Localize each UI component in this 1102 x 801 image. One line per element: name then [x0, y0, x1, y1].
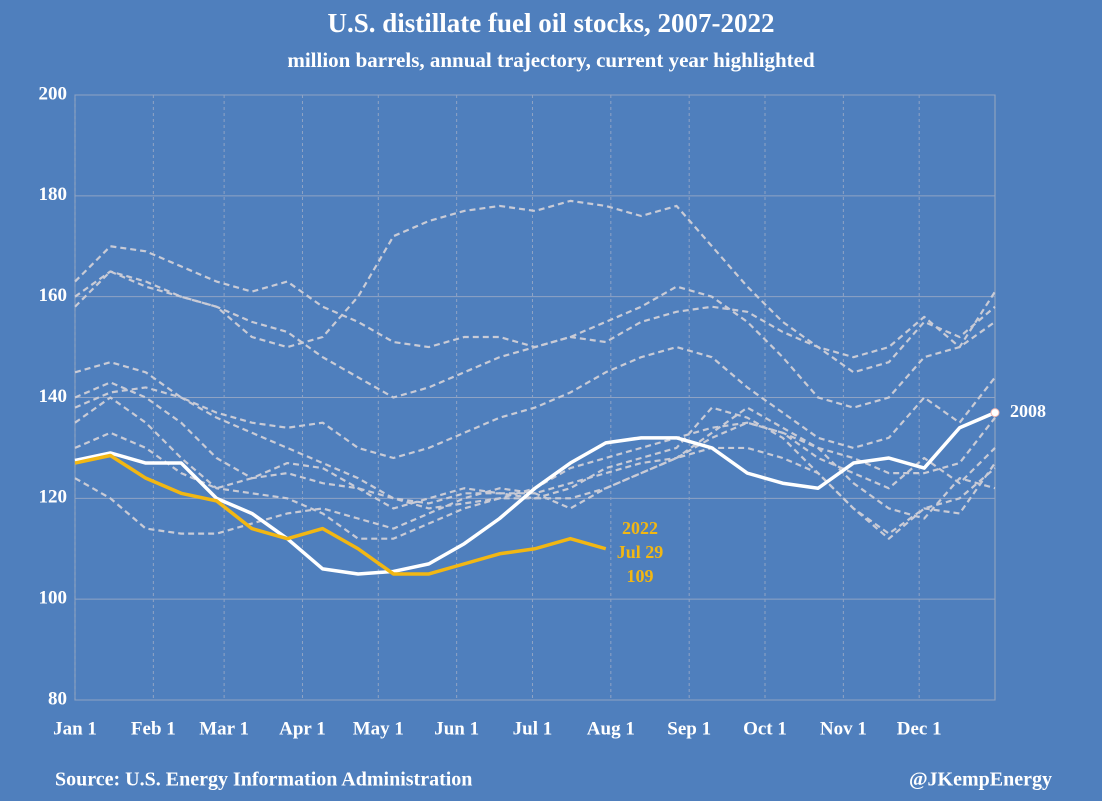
- x-tick-label: Aug 1: [587, 718, 635, 739]
- x-tick-label: Jul 1: [513, 718, 553, 739]
- series-line: [74, 411, 996, 576]
- series-line: [74, 396, 996, 540]
- credit: @JKempEnergy: [909, 769, 1052, 791]
- series-line: [74, 345, 996, 460]
- y-tick-label: 100: [39, 588, 68, 609]
- series-line: [74, 453, 607, 576]
- series-line: [74, 381, 996, 505]
- y-tick-label: 120: [39, 487, 68, 508]
- y-tick-label: 200: [39, 83, 68, 104]
- x-tick-label: Jun 1: [434, 718, 479, 739]
- series-line: [74, 199, 996, 374]
- chart-title: U.S. distillate fuel oil stocks, 2007-20…: [327, 8, 774, 38]
- y-tick-label: 80: [48, 688, 67, 709]
- y-tick-label: 160: [39, 285, 68, 306]
- annotation: Jul 29: [617, 542, 664, 562]
- x-tick-label: Jan 1: [53, 718, 97, 739]
- x-tick-label: Feb 1: [131, 718, 176, 739]
- series-line: [74, 446, 996, 540]
- x-tick-label: May 1: [353, 718, 404, 739]
- x-tick-label: Oct 1: [743, 718, 787, 739]
- end-marker: [990, 408, 1000, 418]
- source: Source: U.S. Energy Information Administ…: [55, 769, 472, 791]
- series-line: [74, 270, 996, 409]
- chart-subtitle: million barrels, annual trajectory, curr…: [287, 48, 815, 72]
- x-tick-label: Mar 1: [199, 718, 249, 739]
- x-tick-label: Nov 1: [820, 718, 867, 739]
- x-tick-label: Apr 1: [279, 718, 326, 739]
- y-tick-label: 140: [39, 386, 68, 407]
- y-tick-label: 180: [39, 184, 68, 205]
- annotation: 109: [627, 566, 654, 586]
- annotation: 2022: [622, 518, 658, 538]
- x-tick-label: Dec 1: [897, 718, 942, 739]
- annotation: 2008: [1010, 401, 1046, 421]
- x-tick-label: Sep 1: [667, 718, 711, 739]
